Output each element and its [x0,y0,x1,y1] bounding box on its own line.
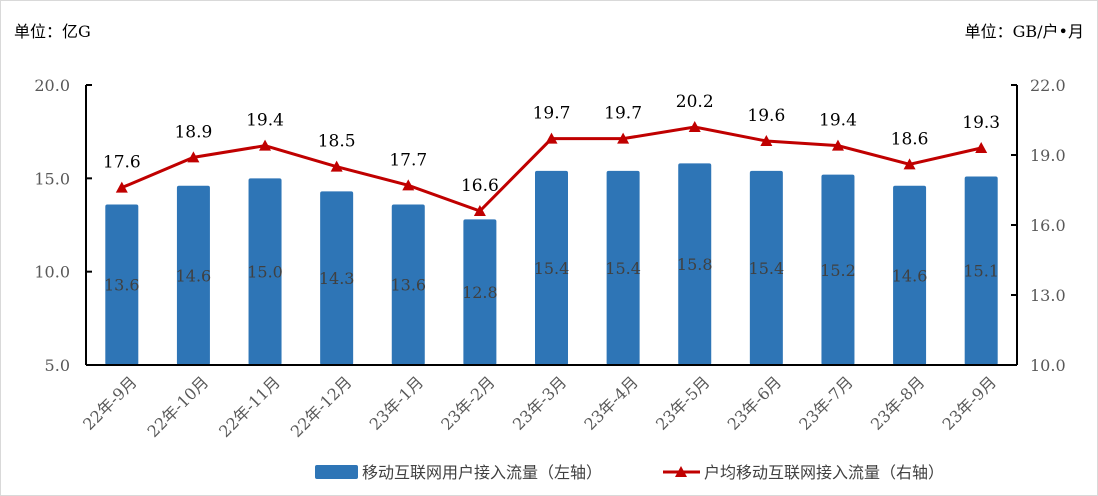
bar [893,185,927,365]
bar-value-label: 15.4 [749,259,785,278]
category-label: 23年-9月 [939,372,1000,433]
left-unit-label: 单位：亿G [14,22,91,41]
bar [105,204,139,365]
right-axis-tick-label: 10.0 [1030,356,1066,375]
line-marker-triangle [259,139,272,151]
line-marker-triangle [402,179,415,191]
category-label: 22年-9月 [79,372,140,433]
line-value-label: 19.7 [533,104,571,124]
bar [248,178,282,365]
line-marker-triangle [975,142,988,153]
category-label: 23年-1月 [366,372,427,433]
bar [821,174,855,365]
left-axis-tick-label: 15.0 [34,169,70,188]
legend-triangle-icon [675,466,687,477]
bar-value-label: 14.6 [176,266,212,285]
category-label: 23年-6月 [724,372,785,433]
category-label: 23年-8月 [867,372,928,433]
line-value-label: 19.6 [747,106,785,126]
line-value-label: 20.2 [676,92,714,112]
line-value-label: 17.6 [103,153,141,173]
line-marker-triangle [688,121,701,132]
bar-value-label: 14.3 [319,269,355,288]
right-axis-tick-label: 16.0 [1030,216,1066,235]
category-label: 23年-3月 [509,372,570,433]
bar-value-label: 15.2 [820,261,856,280]
line-marker-triangle [545,132,558,144]
line-value-label: 16.6 [461,176,499,196]
right-axis-tick-label: 19.0 [1030,146,1066,165]
line-value-label: 19.4 [246,111,284,131]
line-marker-triangle [903,158,916,170]
category-label: 23年-7月 [795,372,856,433]
line-marker-triangle [831,139,844,151]
right-axis-tick-label: 22.0 [1030,76,1066,95]
line-marker-triangle [473,205,486,216]
bar-value-label: 15.8 [677,255,713,274]
right-unit-label: 单位：GB/户•月 [964,22,1084,41]
category-label: 22年-11月 [215,372,284,441]
legend-line-label: 户均移动互联网接入流量（右轴） [704,463,944,482]
bar [749,170,783,365]
bar-value-label: 15.4 [534,259,570,278]
left-axis-tick-label: 20.0 [34,76,70,95]
line-marker-triangle [330,160,343,172]
category-label: 23年-5月 [652,372,713,433]
bar-value-label: 15.0 [247,263,283,282]
bar [606,170,640,365]
line-marker-triangle [187,151,200,163]
line-value-label: 19.4 [819,111,857,131]
bar-value-label: 13.6 [390,276,426,295]
bar [964,176,998,365]
line-marker-triangle [115,181,128,193]
line-marker-triangle [760,135,773,146]
bar [320,191,354,365]
line-value-label: 18.9 [174,122,212,142]
bar [391,204,425,365]
bar [176,185,210,365]
bar-value-label: 15.1 [963,262,999,281]
line-marker-triangle [617,132,630,144]
legend-bar-label: 移动互联网用户接入流量（左轴） [362,463,602,482]
right-axis-tick-label: 13.0 [1030,286,1066,305]
left-axis-tick-label: 10.0 [34,263,70,282]
line-value-label: 19.7 [604,104,642,124]
bar-value-label: 15.4 [605,259,641,278]
bar-value-label: 14.6 [892,266,928,285]
category-label: 23年-2月 [437,372,498,433]
bar [535,170,568,365]
category-label: 22年-10月 [144,372,213,441]
bar-value-label: 13.6 [104,276,140,295]
category-label: 23年-4月 [580,372,641,433]
line-value-label: 18.6 [891,129,929,149]
category-label: 22年-12月 [287,372,356,441]
bar [463,219,497,365]
bar [678,163,712,365]
line-value-label: 17.7 [389,150,427,170]
line-value-label: 19.3 [962,113,1000,133]
bar-value-label: 12.8 [462,283,498,302]
left-axis-tick-label: 5.0 [45,356,70,375]
line-value-label: 18.5 [318,132,356,152]
legend-bar-swatch [315,465,358,479]
